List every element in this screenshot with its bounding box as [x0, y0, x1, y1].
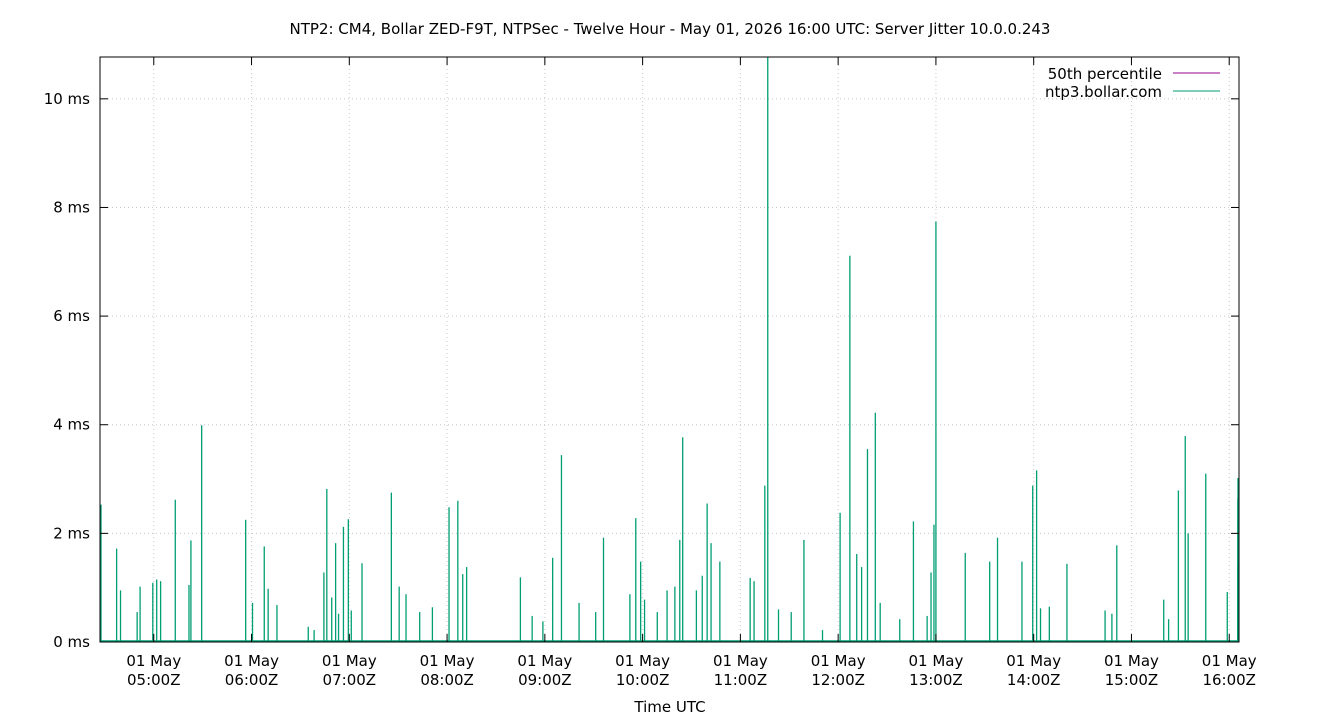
x-tick-label-date: 01 May: [1006, 652, 1061, 670]
x-tick-label-date: 01 May: [517, 652, 572, 670]
x-tick-label-time: 09:00Z: [518, 671, 572, 689]
gridlines: [100, 57, 1239, 642]
x-tick-label-time: 07:00Z: [323, 671, 377, 689]
series-area: [100, 57, 1239, 642]
y-tick-label: 10 ms: [44, 90, 90, 108]
y-tick-label: 6 ms: [53, 307, 90, 325]
series-ntp3-bollar-com: [100, 57, 1239, 642]
x-tick-label-time: 16:00Z: [1202, 671, 1256, 689]
x-tick-label-time: 08:00Z: [420, 671, 474, 689]
x-tick-label-date: 01 May: [224, 652, 279, 670]
chart-title: NTP2: CM4, Bollar ZED-F9T, NTPSec - Twel…: [290, 20, 1051, 38]
legend: 50th percentile ntp3.bollar.com: [1045, 65, 1220, 101]
legend-item-median: 50th percentile: [1048, 65, 1220, 83]
legend-label-ntp3: ntp3.bollar.com: [1045, 83, 1162, 101]
y-tick-label: 4 ms: [53, 416, 90, 434]
x-tick-label-time: 05:00Z: [127, 671, 181, 689]
y-tick-label: 8 ms: [53, 198, 90, 216]
plot-frame: [99, 56, 1240, 643]
x-axis-label: Time UTC: [633, 698, 705, 716]
x-tick-label-date: 01 May: [1202, 652, 1257, 670]
x-tick-label-time: 11:00Z: [714, 671, 768, 689]
x-tick-label-date: 01 May: [126, 652, 181, 670]
legend-item-ntp3: ntp3.bollar.com: [1045, 83, 1220, 101]
x-tick-label-date: 01 May: [908, 652, 963, 670]
x-tick-label-date: 01 May: [1104, 652, 1159, 670]
x-tick-label-date: 01 May: [420, 652, 475, 670]
x-tick-label-date: 01 May: [615, 652, 670, 670]
y-tick-label: 2 ms: [53, 524, 90, 542]
x-tick-label-time: 14:00Z: [1007, 671, 1061, 689]
x-tick-label-time: 12:00Z: [811, 671, 865, 689]
x-tick-label-time: 06:00Z: [225, 671, 279, 689]
x-tick-label-date: 01 May: [811, 652, 866, 670]
x-tick-label-time: 10:00Z: [616, 671, 670, 689]
x-tick-label-time: 13:00Z: [909, 671, 963, 689]
y-tick-label: 0 ms: [53, 633, 90, 651]
y-axis: 0 ms 2 ms 4 ms 6 ms 8 ms 10 ms: [44, 90, 1239, 651]
x-tick-label-time: 15:00Z: [1105, 671, 1159, 689]
x-tick-label-date: 01 May: [713, 652, 768, 670]
x-tick-label-date: 01 May: [322, 652, 377, 670]
legend-label-median: 50th percentile: [1048, 65, 1162, 83]
